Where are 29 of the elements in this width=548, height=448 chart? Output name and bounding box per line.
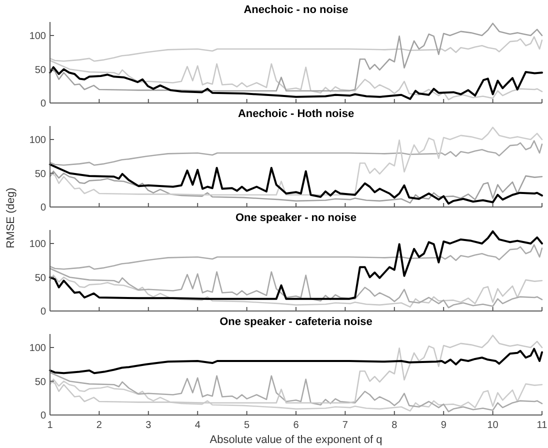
- y-axis-title: RMSE (deg): [5, 188, 17, 248]
- y-tick-label: 50: [34, 64, 46, 76]
- x-tick-label: 3: [146, 420, 152, 431]
- y-tick-label: 100: [29, 239, 46, 250]
- x-tick-label: 10: [487, 420, 499, 431]
- x-tick-label: 11: [536, 420, 548, 431]
- chart-title: Anechoic - no noise: [244, 4, 348, 16]
- x-tick-label: 5: [244, 420, 250, 431]
- y-tick-label: 0: [40, 410, 46, 422]
- x-tick-label: 2: [96, 420, 102, 431]
- y-tick-label: 0: [40, 202, 46, 214]
- x-tick-label: 9: [440, 420, 447, 431]
- x-tick-label: 4: [194, 420, 201, 431]
- chart-title: One speaker - no noise: [235, 212, 357, 224]
- x-tick-label: 8: [392, 420, 398, 431]
- y-tick-label: 50: [34, 168, 46, 180]
- x-tick-label: 1: [47, 420, 54, 431]
- y-tick-label: 100: [29, 343, 46, 354]
- x-axis-title: Absolute value of the exponent of q: [210, 434, 382, 446]
- chart-title: Anechoic - Hoth noise: [238, 108, 354, 120]
- y-tick-label: 0: [40, 98, 46, 110]
- y-tick-label: 100: [29, 135, 46, 146]
- chart-title: One speaker - cafeteria noise: [220, 316, 372, 328]
- y-tick-label: 50: [34, 272, 46, 284]
- y-tick-label: 100: [29, 31, 46, 42]
- x-tick-label: 7: [342, 420, 348, 431]
- y-tick-label: 0: [40, 306, 46, 318]
- x-tick-label: 6: [293, 420, 300, 431]
- y-tick-label: 50: [34, 376, 46, 388]
